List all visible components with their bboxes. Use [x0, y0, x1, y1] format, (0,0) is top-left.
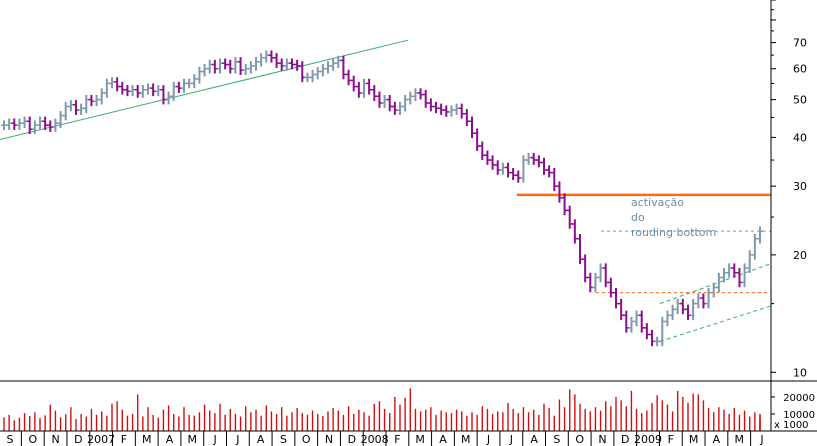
- time-tick-label: 2007: [87, 433, 115, 446]
- time-tick-label: N: [325, 433, 333, 446]
- annotation-line: activação: [631, 196, 684, 209]
- volume-tick-label: 20000: [783, 393, 815, 404]
- time-tick-label: A: [166, 433, 174, 446]
- time-tick-label: A: [713, 433, 721, 446]
- price-bar: [757, 226, 763, 244]
- volume-bars: [3, 388, 761, 431]
- time-tick-label: J: [486, 433, 490, 446]
- breakout-annotation: activação do rouding bottom: [631, 196, 716, 239]
- channel-lower-line: [659, 305, 772, 342]
- price-tick-label: 20: [793, 249, 807, 262]
- time-tick-label: M: [461, 433, 471, 446]
- volume-unit-label: x 1000: [774, 420, 809, 431]
- time-axis: S O N D 2007 F M A M J J A S O N D 2008 F M A M J J A S O N D 2009 F M…: [7, 431, 764, 446]
- price-tick-label: 40: [793, 131, 807, 144]
- time-tick-label: S: [280, 433, 287, 446]
- annotation-line: rouding bottom: [631, 226, 716, 239]
- time-tick-label: A: [530, 433, 538, 446]
- time-tick-label: N: [51, 433, 59, 446]
- price-tick-label: 50: [793, 94, 807, 107]
- price-tick-label: 10: [793, 366, 807, 379]
- time-tick-label: D: [74, 433, 82, 446]
- time-tick-label: S: [553, 433, 560, 446]
- time-tick-label: O: [302, 433, 311, 446]
- time-tick-label: M: [415, 433, 425, 446]
- time-tick-label: J: [235, 433, 239, 446]
- volume-tick-label: 10000: [783, 410, 815, 421]
- time-tick-label: F: [121, 433, 127, 446]
- time-tick-label: S: [7, 433, 14, 446]
- time-tick-label: A: [439, 433, 447, 446]
- time-tick-label: D: [348, 433, 356, 446]
- time-tick-label: M: [188, 433, 198, 446]
- time-tick-label: M: [142, 433, 152, 446]
- time-tick-label: 2008: [361, 433, 389, 446]
- time-tick-label: F: [394, 433, 400, 446]
- time-tick-label: J: [212, 433, 216, 446]
- time-tick-label: A: [257, 433, 265, 446]
- time-tick-label: N: [598, 433, 606, 446]
- price-axis: 70 60 50 40 30 20 10: [771, 0, 807, 379]
- price-bars: [1, 50, 763, 347]
- time-tick-label: 2009: [634, 433, 662, 446]
- time-tick-label: M: [734, 433, 744, 446]
- price-tick-label: 70: [793, 37, 807, 50]
- time-tick-label: J: [759, 433, 763, 446]
- annotation-line: do: [631, 211, 645, 224]
- time-tick-label: J: [509, 433, 513, 446]
- time-tick-label: O: [575, 433, 584, 446]
- time-tick-label: D: [621, 433, 629, 446]
- time-tick-label: M: [689, 433, 699, 446]
- channel-upper-line: [659, 263, 772, 305]
- price-tick-label: 60: [793, 63, 807, 76]
- uptrend-line: [0, 39, 409, 141]
- time-tick-label: O: [28, 433, 37, 446]
- time-tick-label: F: [668, 433, 674, 446]
- price-tick-label: 30: [793, 180, 807, 193]
